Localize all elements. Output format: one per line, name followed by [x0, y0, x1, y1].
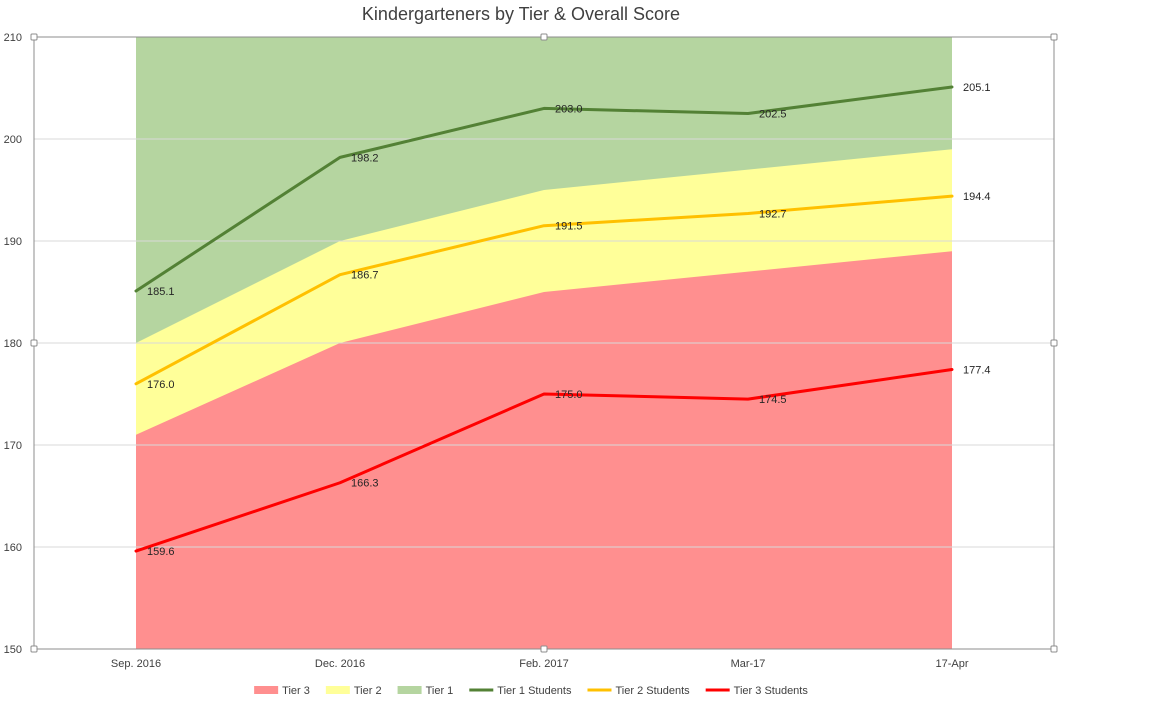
legend-label: Tier 2 [354, 685, 382, 697]
legend-item-tier-1: Tier 1 [397, 685, 454, 697]
legend-item-tier-3-students: Tier 3 Students [705, 685, 809, 697]
data-label-tier-2-students: 191.5 [555, 221, 583, 233]
data-label-tier-3-students: 175.0 [555, 389, 583, 401]
resize-handle[interactable] [30, 645, 38, 653]
data-label-tier-3-students: 177.4 [963, 365, 991, 377]
y-tick-label: 150 [4, 644, 22, 656]
x-tick-label: Mar-17 [731, 658, 766, 670]
x-tick-label: 17-Apr [935, 658, 968, 670]
legend-swatch [397, 686, 422, 694]
line-tier-2-students [134, 194, 954, 386]
data-label-tier-1-students: 205.1 [963, 82, 991, 94]
legend: Tier 3 Tier 2 Tier 1 Tier 1 Students Tier 2 … [254, 685, 808, 697]
legend-label: Tier 1 Students [497, 685, 572, 697]
data-label-tier-3-students: 174.5 [759, 394, 787, 406]
data-label-tier-1-students: 202.5 [759, 109, 787, 121]
area-tier-3 [136, 251, 952, 649]
y-tick-label: 180 [4, 338, 22, 350]
legend-item-tier-1-students: Tier 1 Students [469, 685, 572, 697]
legend-item-tier-2-students: Tier 2 Students [587, 685, 690, 697]
data-label-tier-2-students: 186.7 [351, 270, 379, 282]
resize-handle[interactable] [30, 33, 38, 41]
y-tick-label: 200 [4, 134, 22, 146]
legend-label: Tier 1 [426, 685, 454, 697]
data-label-tier-1-students: 185.1 [147, 286, 175, 298]
y-tick-label: 160 [4, 542, 22, 554]
data-label-tier-1-students: 198.2 [351, 152, 379, 164]
x-tick-label: Sep. 2016 [111, 658, 161, 670]
resize-handle[interactable] [1050, 33, 1058, 41]
legend-item-tier-3: Tier 3 [254, 685, 310, 697]
y-tick-label: 210 [4, 32, 22, 44]
data-label-tier-3-students: 166.3 [351, 478, 379, 490]
plot-frame[interactable] [30, 33, 1058, 653]
x-axis-ticks: Sep. 2016 Dec. 2016 Feb. 2017 Mar-17 17-Apr [111, 658, 969, 670]
resize-handle[interactable] [1050, 645, 1058, 653]
legend-item-tier-2: Tier 2 [325, 685, 382, 697]
data-labels: 185.1 198.2 203.0 202.5 205.1 176.0 186.7 191.5… [147, 82, 991, 558]
resize-handle[interactable] [30, 339, 38, 347]
resize-handle[interactable] [540, 645, 548, 653]
data-label-tier-2-students: 192.7 [759, 208, 787, 220]
y-tick-label: 190 [4, 236, 22, 248]
line-tier-1-students [134, 85, 954, 293]
legend-label: Tier 3 [282, 685, 310, 697]
x-tick-label: Dec. 2016 [315, 658, 365, 670]
chart-title: Kindergarteners by Tier & Overall Score [362, 4, 680, 24]
data-label-tier-3-students: 159.6 [147, 546, 175, 558]
data-label-tier-1-students: 203.0 [555, 103, 583, 115]
legend-swatch [325, 686, 350, 694]
y-axis-ticks: 150 160 170 180 190 200 210 [4, 32, 22, 656]
resize-handle[interactable] [1050, 339, 1058, 347]
legend-label: Tier 2 Students [615, 685, 690, 697]
legend-swatch [254, 686, 279, 694]
line-layer [134, 85, 954, 553]
x-tick-label: Feb. 2017 [519, 658, 569, 670]
line-tier-3-students [134, 368, 954, 553]
legend-label: Tier 3 Students [734, 685, 809, 697]
data-label-tier-2-students: 194.4 [963, 191, 991, 203]
resize-handle[interactable] [540, 33, 548, 41]
y-tick-label: 170 [4, 440, 22, 452]
data-label-tier-2-students: 176.0 [147, 379, 175, 391]
